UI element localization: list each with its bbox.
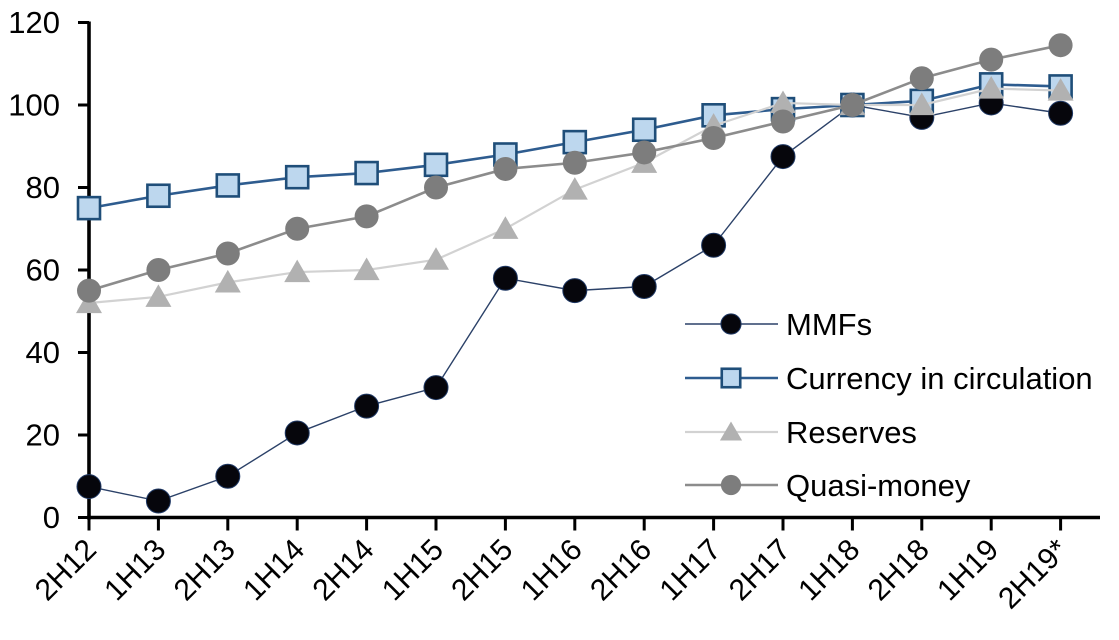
legend-marker-reserves bbox=[719, 421, 743, 441]
series-marker-mmfs bbox=[76, 474, 102, 500]
series-marker-mmfs bbox=[770, 144, 796, 170]
legend-item-reserves: Reserves bbox=[685, 415, 917, 450]
series-marker-currency-in-circulation bbox=[354, 160, 379, 186]
series-marker-currency-in-circulation bbox=[76, 195, 102, 221]
series-marker-mmfs bbox=[215, 463, 241, 489]
series-marker-quasi-money bbox=[562, 150, 587, 175]
series-marker-quasi-money bbox=[215, 241, 240, 266]
series-marker-quasi-money bbox=[285, 216, 310, 241]
series-marker-reserves bbox=[770, 90, 796, 114]
series-marker-quasi-money bbox=[1048, 33, 1073, 58]
series-marker-mmfs bbox=[423, 375, 449, 401]
series-marker-reserves bbox=[284, 259, 311, 283]
series-marker-reserves bbox=[423, 247, 449, 270]
legend-label-quasi-money: Quasi-money bbox=[786, 468, 971, 503]
series-marker-mmfs bbox=[145, 488, 171, 514]
series-marker-quasi-money bbox=[840, 93, 865, 117]
legend-marker-currency-in-circulation bbox=[720, 367, 742, 389]
y-tick-label: 80 bbox=[26, 170, 60, 205]
series-marker-reserves bbox=[978, 76, 1005, 99]
y-tick-label: 20 bbox=[26, 418, 60, 453]
series-marker-currency-in-circulation bbox=[631, 117, 657, 143]
series-marker-reserves bbox=[492, 216, 519, 239]
legend-item-quasi-money: Quasi-money bbox=[685, 468, 971, 503]
series-marker-quasi-money bbox=[979, 47, 1004, 72]
series-marker-quasi-money bbox=[909, 66, 934, 91]
series-marker-currency-in-circulation bbox=[284, 164, 310, 190]
legend-marker-quasi-money bbox=[720, 474, 742, 496]
series-marker-currency-in-circulation bbox=[215, 173, 241, 198]
series-marker-reserves bbox=[561, 177, 588, 200]
y-tick-label: 40 bbox=[26, 335, 60, 370]
series-marker-reserves bbox=[1047, 78, 1074, 101]
series-marker-quasi-money bbox=[701, 126, 726, 150]
series-marker-reserves bbox=[214, 269, 241, 293]
series-marker-mmfs bbox=[562, 278, 588, 304]
series-marker-mmfs bbox=[701, 232, 727, 258]
legend-marker-mmfs bbox=[720, 313, 742, 335]
legend-label-reserves: Reserves bbox=[786, 415, 917, 450]
series-quasi-money bbox=[77, 33, 1073, 303]
series-marker-currency-in-circulation bbox=[423, 152, 449, 178]
series-marker-mmfs bbox=[1048, 100, 1074, 126]
legend-item-mmfs: MMFs bbox=[685, 307, 872, 342]
series-marker-quasi-money bbox=[771, 109, 795, 134]
y-tick-label: 60 bbox=[26, 253, 60, 288]
series-marker-currency-in-circulation bbox=[562, 129, 588, 155]
legend-item-currency-in-circulation: Currency in circulation bbox=[685, 361, 1093, 396]
series-marker-mmfs bbox=[284, 420, 310, 446]
series-marker-quasi-money bbox=[354, 204, 379, 229]
series-marker-currency-in-circulation bbox=[146, 183, 171, 209]
series-marker-reserves bbox=[353, 257, 380, 281]
series-marker-quasi-money bbox=[77, 278, 101, 303]
legend: MMFs Currency in circulation Reserves Quasi… bbox=[685, 307, 1093, 503]
series-marker-mmfs bbox=[492, 265, 518, 291]
series-marker-quasi-money bbox=[424, 175, 448, 200]
series-marker-mmfs bbox=[354, 393, 380, 419]
y-tick-label: 100 bbox=[8, 88, 60, 123]
y-tick-label: 0 bbox=[43, 500, 60, 535]
y-tick-label: 120 bbox=[8, 5, 60, 40]
legend-label-mmfs: MMFs bbox=[786, 307, 872, 342]
series-marker-reserves bbox=[908, 92, 935, 116]
series-marker-quasi-money bbox=[146, 258, 171, 282]
series-marker-quasi-money bbox=[493, 156, 518, 181]
legend-label-currency-in-circulation: Currency in circulation bbox=[786, 361, 1093, 396]
series-marker-quasi-money bbox=[632, 140, 657, 165]
series-marker-reserves bbox=[145, 284, 172, 307]
series-marker-mmfs bbox=[631, 274, 657, 299]
